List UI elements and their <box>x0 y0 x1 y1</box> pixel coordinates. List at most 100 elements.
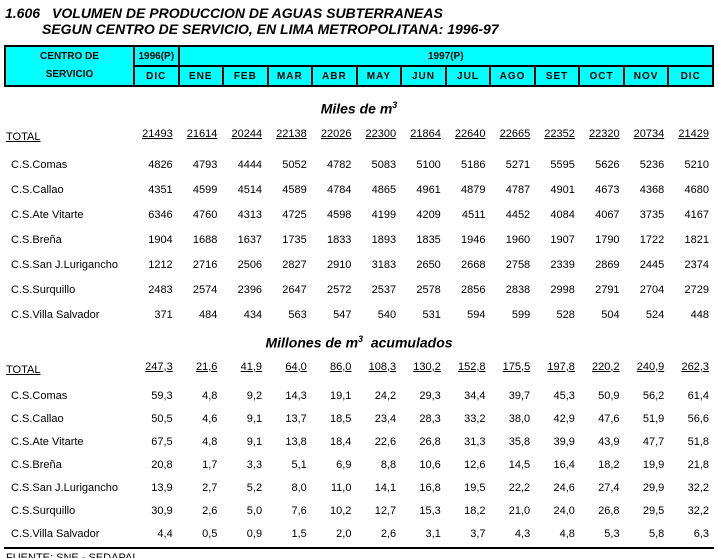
cell-value: 240,9 <box>625 355 670 384</box>
cell-value: 504 <box>601 309 620 322</box>
cell-value: 32,2 <box>687 481 709 494</box>
cell-value: 1735 <box>282 234 307 247</box>
cell-value: 2,7 <box>202 481 218 494</box>
cell-value: 86,0 <box>312 355 357 384</box>
footer: FUENTE: SNE - SEDAPAL <box>4 547 714 558</box>
cell-value: 2791 <box>595 284 620 297</box>
cell-value-text: 20244 <box>231 128 263 141</box>
cell-value-text: 22665 <box>499 128 531 141</box>
cell-value: 22138 <box>267 122 312 153</box>
cell-value: 22320 <box>580 122 625 153</box>
cell-value: 1907 <box>550 234 575 247</box>
cell-value: 24,2 <box>374 389 397 402</box>
source-note: FUENTE: SNE - SEDAPAL <box>6 552 138 558</box>
cell-value-text: 197,8 <box>547 360 575 373</box>
cell-value: 2506 <box>237 259 263 272</box>
cell-value: 18,4 <box>330 435 352 448</box>
cell-value: 6,9 <box>336 458 352 471</box>
cell-value-text: 247,3 <box>145 360 173 373</box>
cell-value: 31,3 <box>464 435 486 448</box>
cell-value: 22352 <box>535 122 580 153</box>
cell-value: 1833 <box>326 234 352 247</box>
cell-value: 35,8 <box>508 435 531 448</box>
row-label: C.S.Ate Vitarte <box>11 209 84 222</box>
cell-value: 262,3 <box>669 355 714 384</box>
header-year-1996: 1996(P) <box>133 45 180 67</box>
data-table-section-1: TOTAL 21493 21614 20244 22138 22026 22300 21864… <box>4 122 714 328</box>
cell-value: 50,5 <box>151 412 173 425</box>
cell-value: 5100 <box>416 159 441 172</box>
cell-value: 6346 <box>148 209 173 222</box>
section-heading-1: Miles de m3 <box>0 98 718 117</box>
cell-value: 5236 <box>639 159 665 172</box>
cell-value: 2668 <box>461 259 486 272</box>
header-month-jun: JUN <box>400 65 447 87</box>
cell-value: 26,8 <box>598 504 620 517</box>
section-heading-superscript: 3 <box>358 333 364 344</box>
title-text: VOLUMEN DE PRODUCCION DE AGUAS SUBTERRAN… <box>52 5 443 21</box>
cell-value: 528 <box>556 309 575 322</box>
cell-value: 24,6 <box>553 481 575 494</box>
cell-value: 448 <box>690 309 709 322</box>
cell-value: 2339 <box>550 259 575 272</box>
cell-value: 2445 <box>639 259 665 272</box>
cell-value: 56,6 <box>687 412 709 425</box>
cell-value: 22,6 <box>374 435 397 448</box>
cell-value-text: 41,9 <box>240 360 263 373</box>
cell-value: 4067 <box>595 209 620 222</box>
cell-value: 21429 <box>669 122 714 153</box>
cell-value: 61,4 <box>687 389 709 402</box>
cell-value: 21614 <box>178 122 223 153</box>
cell-value-text: 108,3 <box>368 360 397 373</box>
header-row-years: CENTRO DE SERVICIO 1996(P) 1997(P) <box>4 45 715 87</box>
cell-value: 20,8 <box>151 458 173 471</box>
cell-value: 1946 <box>461 234 486 247</box>
cell-value: 14,5 <box>508 458 531 471</box>
cell-value: 2827 <box>282 259 307 272</box>
cell-value: 247,3 <box>133 355 178 384</box>
cell-value-text: 22352 <box>544 128 575 141</box>
table-header: CENTRO DE SERVICIO 1996(P) 1997(P) DIC E… <box>4 45 715 87</box>
row-label: C.S.Comas <box>11 389 68 402</box>
cell-value: 5,2 <box>246 481 263 494</box>
cell-value: 14,3 <box>285 389 307 402</box>
cell-value: 3,3 <box>246 458 263 471</box>
cell-value: 4199 <box>371 209 397 222</box>
row-label: C.S.San J.Lurigancho <box>11 481 119 494</box>
cell-value: 2647 <box>282 284 307 297</box>
cell-value: 51,9 <box>642 412 665 425</box>
header-month-jul: JUL <box>444 65 492 87</box>
row-label: C.S.Villa Salvador <box>11 527 100 540</box>
cell-value: 19,9 <box>642 458 665 471</box>
cell-value: 2,6 <box>380 527 397 540</box>
cell-value: 4673 <box>595 184 620 197</box>
cell-value: 540 <box>377 309 397 322</box>
cell-value: 38,0 <box>508 412 531 425</box>
cell-value: 50,9 <box>598 389 620 402</box>
cell-value: 2729 <box>684 284 709 297</box>
header-centro-de: CENTRO DE <box>40 51 99 62</box>
cell-value: 2716 <box>192 259 218 272</box>
cell-value: 1835 <box>416 234 441 247</box>
cell-value: 1960 <box>505 234 531 247</box>
cell-value: 15,3 <box>419 504 441 517</box>
cell-value: 2574 <box>192 284 218 297</box>
cell-value: 29,5 <box>642 504 665 517</box>
total-row: TOTAL 247,3 21,6 41,9 64,0 86,0 108,3 130,2 152,… <box>4 355 714 384</box>
cell-value-text: 22138 <box>276 128 307 141</box>
cell-value: 29,9 <box>642 481 665 494</box>
cell-value: 2856 <box>461 284 486 297</box>
row-label: TOTAL <box>4 122 133 153</box>
cell-value: 22665 <box>491 122 536 153</box>
cell-value: 197,8 <box>535 355 580 384</box>
cell-value: 5,1 <box>291 458 307 471</box>
row-label-text: TOTAL <box>6 363 41 376</box>
cell-value: 64,0 <box>267 355 312 384</box>
cell-value: 8,8 <box>380 458 397 471</box>
cell-value: 4,3 <box>514 527 531 540</box>
row-label: TOTAL <box>4 355 133 384</box>
total-row: TOTAL 21493 21614 20244 22138 22026 22300 21864… <box>4 122 714 153</box>
cell-value-text: 152,8 <box>457 360 486 373</box>
cell-value: 18,2 <box>598 458 620 471</box>
